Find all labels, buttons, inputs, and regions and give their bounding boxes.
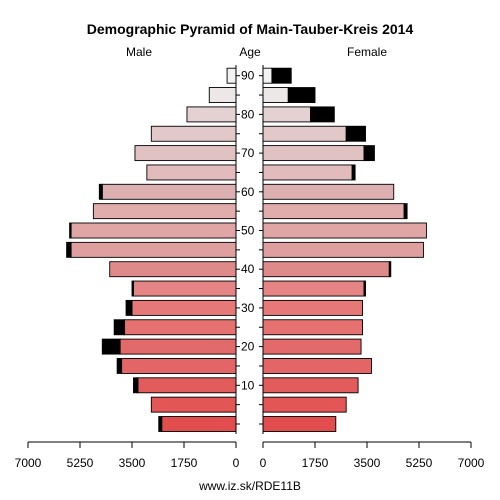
- female-bar-55-59: [262, 203, 405, 220]
- female-excess-40-44: [388, 261, 392, 278]
- male-bar-15-19: [121, 358, 237, 374]
- age-tick-label-10: 10: [241, 378, 255, 392]
- female-bar-75-79: [262, 125, 347, 142]
- male-excess-0-4: [158, 416, 163, 432]
- female-bar-5-9: [262, 396, 347, 413]
- female-bar-20-24: [262, 338, 362, 355]
- female-bar-60-64: [262, 183, 395, 200]
- female-bar-25-29: [262, 319, 363, 336]
- x-tick-label: 1750: [171, 456, 198, 470]
- x-tick-label: 5250: [67, 456, 94, 470]
- x-tick-label: 7000: [15, 456, 42, 470]
- male-excess-60-64: [98, 183, 103, 200]
- age-tick-label-60: 60: [241, 185, 255, 199]
- age-tick-label-80: 80: [241, 107, 255, 121]
- female-bar-80-84: [262, 106, 311, 123]
- male-bar-20-24: [119, 338, 237, 355]
- age-tick-label-40: 40: [241, 262, 255, 276]
- male-bar-55-59: [92, 203, 237, 220]
- female-bar-50-54: [262, 222, 427, 239]
- female-label: Female: [347, 45, 387, 59]
- female-excess-90+: [271, 67, 292, 84]
- male-bars: [66, 67, 237, 432]
- male-label: Male: [126, 45, 152, 59]
- female-bar-35-39: [262, 280, 365, 297]
- male-excess-30-34: [125, 299, 133, 316]
- x-tick-label: 0: [233, 456, 240, 470]
- male-bar-10-14: [137, 377, 237, 394]
- footer-source: www.iz.sk/RDE11B: [198, 479, 301, 493]
- male-excess-25-29: [113, 319, 126, 336]
- female-bar-40-44: [262, 261, 390, 278]
- x-tick-label: 7000: [458, 456, 485, 470]
- age-tick-label-20: 20: [241, 340, 255, 354]
- female-bar-15-19: [262, 358, 372, 374]
- female-excess-35-39: [363, 280, 366, 297]
- female-bar-0-4: [262, 416, 337, 432]
- female-bars: [262, 67, 427, 432]
- population-axis: 7000 5250 3500 1750 0 0 1750 3500 5250 7000: [15, 441, 485, 470]
- x-tick-label: 3500: [119, 456, 146, 470]
- female-excess-75-79: [345, 125, 366, 142]
- female-bar-70-74: [262, 145, 365, 162]
- male-bar-30-34: [131, 299, 237, 316]
- male-bar-45-49: [70, 241, 237, 258]
- age-axis: 10 20 30 40 50 60 70 80 90: [235, 65, 264, 434]
- x-tick-label: 0: [260, 456, 267, 470]
- female-bar-30-34: [262, 299, 363, 316]
- male-excess-35-39: [131, 280, 134, 297]
- male-bar-25-29: [124, 319, 237, 336]
- male-bar-75-79: [150, 125, 237, 142]
- female-excess-80-84: [310, 106, 335, 123]
- x-tick-label: 5250: [406, 456, 433, 470]
- female-excess-85-89: [287, 87, 316, 104]
- male-excess-10-14: [133, 377, 139, 394]
- male-bar-50-54: [70, 222, 237, 239]
- x-tick-label: 1750: [302, 456, 329, 470]
- male-bar-0-4: [161, 416, 237, 432]
- male-excess-45-49: [66, 241, 72, 258]
- male-bar-40-44: [109, 261, 237, 278]
- male-excess-50-54: [69, 222, 72, 239]
- age-tick-label-70: 70: [241, 146, 255, 160]
- female-bar-90+: [262, 67, 273, 84]
- female-excess-55-59: [403, 203, 408, 220]
- male-bar-85-89: [208, 87, 237, 104]
- male-excess-20-24: [101, 338, 121, 355]
- female-bar-65-69: [262, 164, 353, 181]
- male-excess-15-19: [116, 358, 123, 374]
- chart-title: Demographic Pyramid of Main-Tauber-Kreis…: [87, 21, 414, 37]
- female-bar-85-89: [262, 87, 289, 104]
- male-bar-65-69: [146, 164, 237, 181]
- age-tick-label-90: 90: [241, 69, 255, 83]
- male-bar-90+: [226, 67, 237, 84]
- female-bar-10-14: [262, 377, 359, 394]
- female-excess-65-69: [351, 164, 356, 181]
- male-bar-60-64: [101, 183, 237, 200]
- male-bar-35-39: [133, 280, 237, 297]
- male-bar-5-9: [150, 396, 237, 413]
- x-tick-label: 3500: [354, 456, 381, 470]
- age-label: Age: [239, 45, 261, 59]
- age-tick-label-30: 30: [241, 301, 255, 315]
- male-bar-80-84: [186, 106, 237, 123]
- female-excess-70-74: [363, 145, 375, 162]
- male-bar-70-74: [134, 145, 237, 162]
- age-tick-label-50: 50: [241, 224, 255, 238]
- female-bar-45-49: [262, 241, 424, 258]
